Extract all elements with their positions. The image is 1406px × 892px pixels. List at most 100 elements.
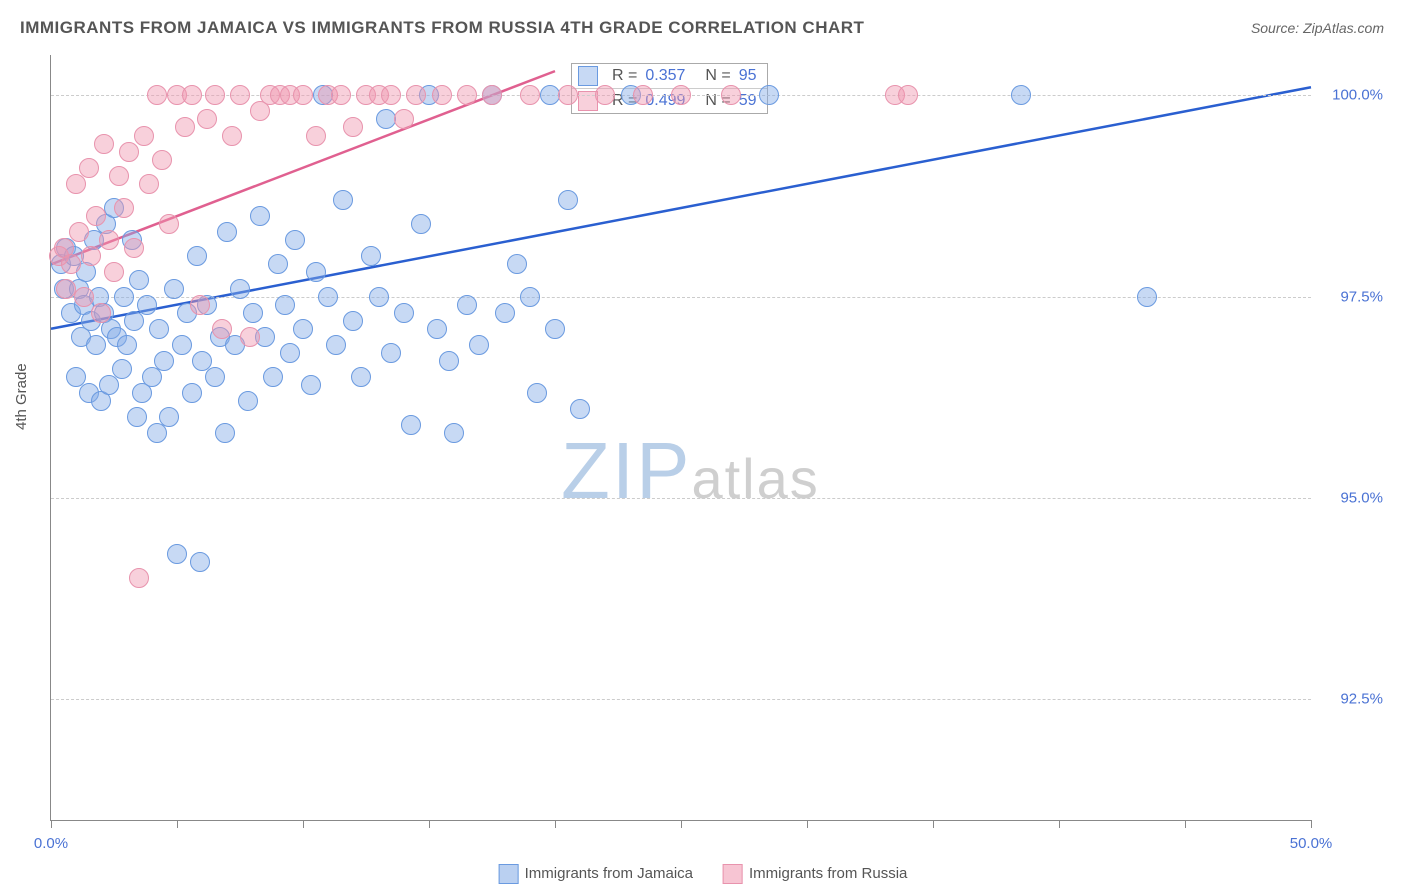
data-point	[520, 287, 540, 307]
x-tick	[1185, 820, 1186, 828]
data-point	[86, 206, 106, 226]
x-tick	[303, 820, 304, 828]
data-point	[112, 359, 132, 379]
data-point	[306, 262, 326, 282]
data-point	[263, 367, 283, 387]
x-tick	[1059, 820, 1060, 828]
legend-swatch	[499, 864, 519, 884]
trend-lines	[51, 55, 1311, 820]
x-tick	[177, 820, 178, 828]
x-tick	[681, 820, 682, 828]
data-point	[394, 303, 414, 323]
data-point	[285, 230, 305, 250]
data-point	[124, 238, 144, 258]
data-point	[167, 544, 187, 564]
data-point	[159, 407, 179, 427]
data-point	[898, 85, 918, 105]
data-point	[215, 423, 235, 443]
data-point	[333, 190, 353, 210]
source-credit: Source: ZipAtlas.com	[1251, 20, 1384, 36]
data-point	[495, 303, 515, 323]
data-point	[129, 270, 149, 290]
data-point	[240, 327, 260, 347]
data-point	[250, 206, 270, 226]
data-point	[469, 335, 489, 355]
data-point	[66, 174, 86, 194]
data-point	[558, 85, 578, 105]
data-point	[119, 142, 139, 162]
legend: Immigrants from Jamaica Immigrants from R…	[499, 864, 908, 884]
data-point	[175, 117, 195, 137]
data-point	[190, 295, 210, 315]
data-point	[230, 279, 250, 299]
data-point	[61, 254, 81, 274]
x-tick	[429, 820, 430, 828]
x-tick	[51, 820, 52, 828]
data-point	[343, 311, 363, 331]
data-point	[134, 126, 154, 146]
data-point	[759, 85, 779, 105]
data-point	[149, 319, 169, 339]
data-point	[331, 85, 351, 105]
data-point	[381, 343, 401, 363]
data-point	[401, 415, 421, 435]
data-point	[318, 287, 338, 307]
data-point	[238, 391, 258, 411]
data-point	[137, 295, 157, 315]
x-tick-label: 50.0%	[1290, 835, 1333, 852]
data-point	[205, 367, 225, 387]
y-axis-label: 4th Grade	[13, 363, 30, 430]
legend-label: Immigrants from Russia	[749, 865, 907, 882]
stats-row: R = 0.357N = 95	[572, 64, 767, 88]
data-point	[124, 311, 144, 331]
data-point	[482, 85, 502, 105]
stat-r-label: R =	[612, 67, 637, 85]
data-point	[558, 190, 578, 210]
stat-n-label: N =	[705, 67, 730, 85]
series-swatch	[578, 66, 598, 86]
data-point	[154, 351, 174, 371]
data-point	[197, 109, 217, 129]
data-point	[301, 375, 321, 395]
y-tick-label: 95.0%	[1340, 489, 1383, 506]
data-point	[351, 367, 371, 387]
data-point	[520, 85, 540, 105]
data-point	[164, 279, 184, 299]
legend-item: Immigrants from Jamaica	[499, 864, 693, 884]
data-point	[527, 383, 547, 403]
data-point	[114, 198, 134, 218]
data-point	[411, 214, 431, 234]
y-tick-label: 100.0%	[1332, 87, 1383, 104]
data-point	[187, 246, 207, 266]
data-point	[147, 423, 167, 443]
data-point	[99, 230, 119, 250]
legend-label: Immigrants from Jamaica	[525, 865, 693, 882]
data-point	[671, 85, 691, 105]
data-point	[326, 335, 346, 355]
y-tick-label: 97.5%	[1340, 288, 1383, 305]
data-point	[114, 287, 134, 307]
data-point	[99, 375, 119, 395]
x-tick	[807, 820, 808, 828]
data-point	[79, 158, 99, 178]
data-point	[205, 85, 225, 105]
data-point	[69, 222, 89, 242]
scatter-plot-area: ZIPatlas R = 0.357N = 95R = 0.499N = 59 …	[50, 55, 1311, 821]
data-point	[595, 85, 615, 105]
data-point	[507, 254, 527, 274]
legend-item: Immigrants from Russia	[723, 864, 907, 884]
data-point	[1137, 287, 1157, 307]
gridline	[51, 699, 1311, 700]
data-point	[343, 117, 363, 137]
data-point	[439, 351, 459, 371]
data-point	[633, 85, 653, 105]
data-point	[172, 335, 192, 355]
data-point	[457, 85, 477, 105]
stat-r-value: 0.357	[645, 67, 685, 85]
data-point	[721, 85, 741, 105]
data-point	[104, 262, 124, 282]
data-point	[129, 568, 149, 588]
data-point	[432, 85, 452, 105]
data-point	[127, 407, 147, 427]
data-point	[427, 319, 447, 339]
